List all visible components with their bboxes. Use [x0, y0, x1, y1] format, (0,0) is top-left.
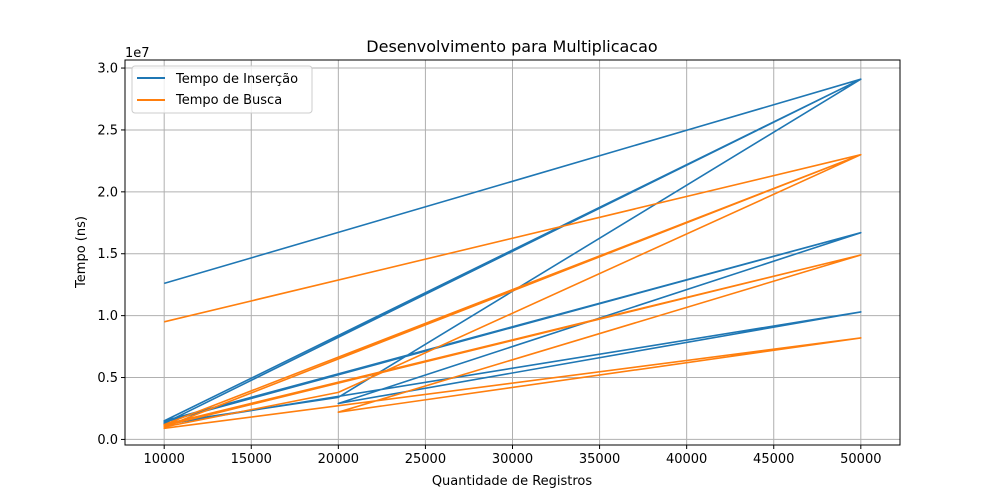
legend-label-insercao: Tempo de Inserção — [175, 72, 298, 87]
y-tick-label: 2.0 — [97, 185, 118, 200]
series-line-1 — [163, 153, 862, 430]
y-tick-label: 1.0 — [97, 309, 118, 324]
y-tick-label: 0.5 — [97, 371, 118, 386]
y-tick-label: 3.0 — [97, 62, 118, 77]
legend-label-busca: Tempo de Busca — [175, 93, 282, 108]
series-line-0 — [163, 78, 862, 426]
x-tick-label: 40000 — [666, 452, 707, 467]
x-tick-label: 50000 — [840, 452, 881, 467]
x-tick-label: 30000 — [492, 452, 533, 467]
y-tick-label: 0.0 — [97, 433, 118, 448]
x-axis-label: Quantidade de Registros — [432, 474, 593, 489]
y-tick-label: 2.5 — [97, 123, 118, 138]
grid-layer — [125, 60, 900, 445]
tick-layer: 10000 15000 20000 25000 30000 35000 40000 45000… — [97, 62, 881, 467]
legend-box — [131, 65, 313, 114]
x-tick-label: 45000 — [753, 452, 794, 467]
y-tick-label: 1.5 — [97, 247, 118, 262]
y-axis-label: Tempo (ns) — [74, 216, 89, 289]
x-tick-label: 35000 — [579, 452, 620, 467]
x-tick-label: 15000 — [231, 452, 272, 467]
series-layer — [163, 78, 862, 430]
y-offset-text: 1e7 — [125, 46, 150, 61]
x-tick-label: 20000 — [318, 452, 359, 467]
legend: Tempo de Inserção Tempo de Busca — [131, 65, 313, 114]
x-tick-label: 10000 — [144, 452, 185, 467]
chart-title: Desenvolvimento para Multiplicacao — [366, 37, 657, 56]
x-tick-label: 25000 — [405, 452, 446, 467]
